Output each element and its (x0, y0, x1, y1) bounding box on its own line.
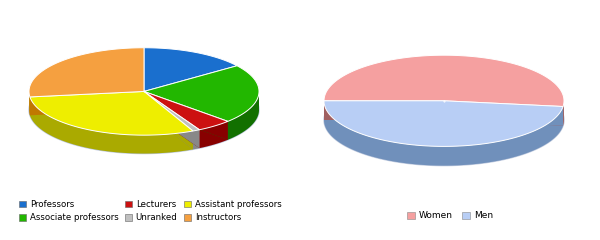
Polygon shape (324, 101, 563, 146)
Polygon shape (324, 74, 564, 166)
Polygon shape (144, 91, 193, 149)
Polygon shape (324, 101, 444, 120)
Polygon shape (144, 66, 259, 121)
Legend: Women, Men: Women, Men (407, 211, 493, 221)
Polygon shape (30, 91, 144, 115)
Polygon shape (144, 91, 199, 131)
Polygon shape (199, 121, 228, 148)
Polygon shape (29, 91, 30, 115)
Polygon shape (324, 101, 563, 166)
Polygon shape (144, 91, 199, 148)
Polygon shape (144, 48, 237, 91)
Polygon shape (144, 91, 199, 148)
Polygon shape (30, 97, 193, 154)
Polygon shape (144, 91, 193, 149)
Polygon shape (30, 91, 144, 115)
Polygon shape (144, 91, 228, 140)
Polygon shape (444, 101, 563, 126)
Polygon shape (193, 130, 199, 149)
Polygon shape (30, 91, 193, 135)
Polygon shape (228, 91, 259, 140)
Polygon shape (324, 101, 444, 120)
Polygon shape (29, 66, 259, 154)
Polygon shape (563, 101, 564, 126)
Legend: Professors, Associate professors, Lecturers, Unranked, Assistant professors, Ins: Professors, Associate professors, Lectur… (19, 200, 281, 222)
Polygon shape (144, 91, 228, 140)
Polygon shape (144, 91, 228, 130)
Polygon shape (444, 101, 563, 126)
Polygon shape (29, 48, 144, 97)
Polygon shape (324, 55, 564, 107)
